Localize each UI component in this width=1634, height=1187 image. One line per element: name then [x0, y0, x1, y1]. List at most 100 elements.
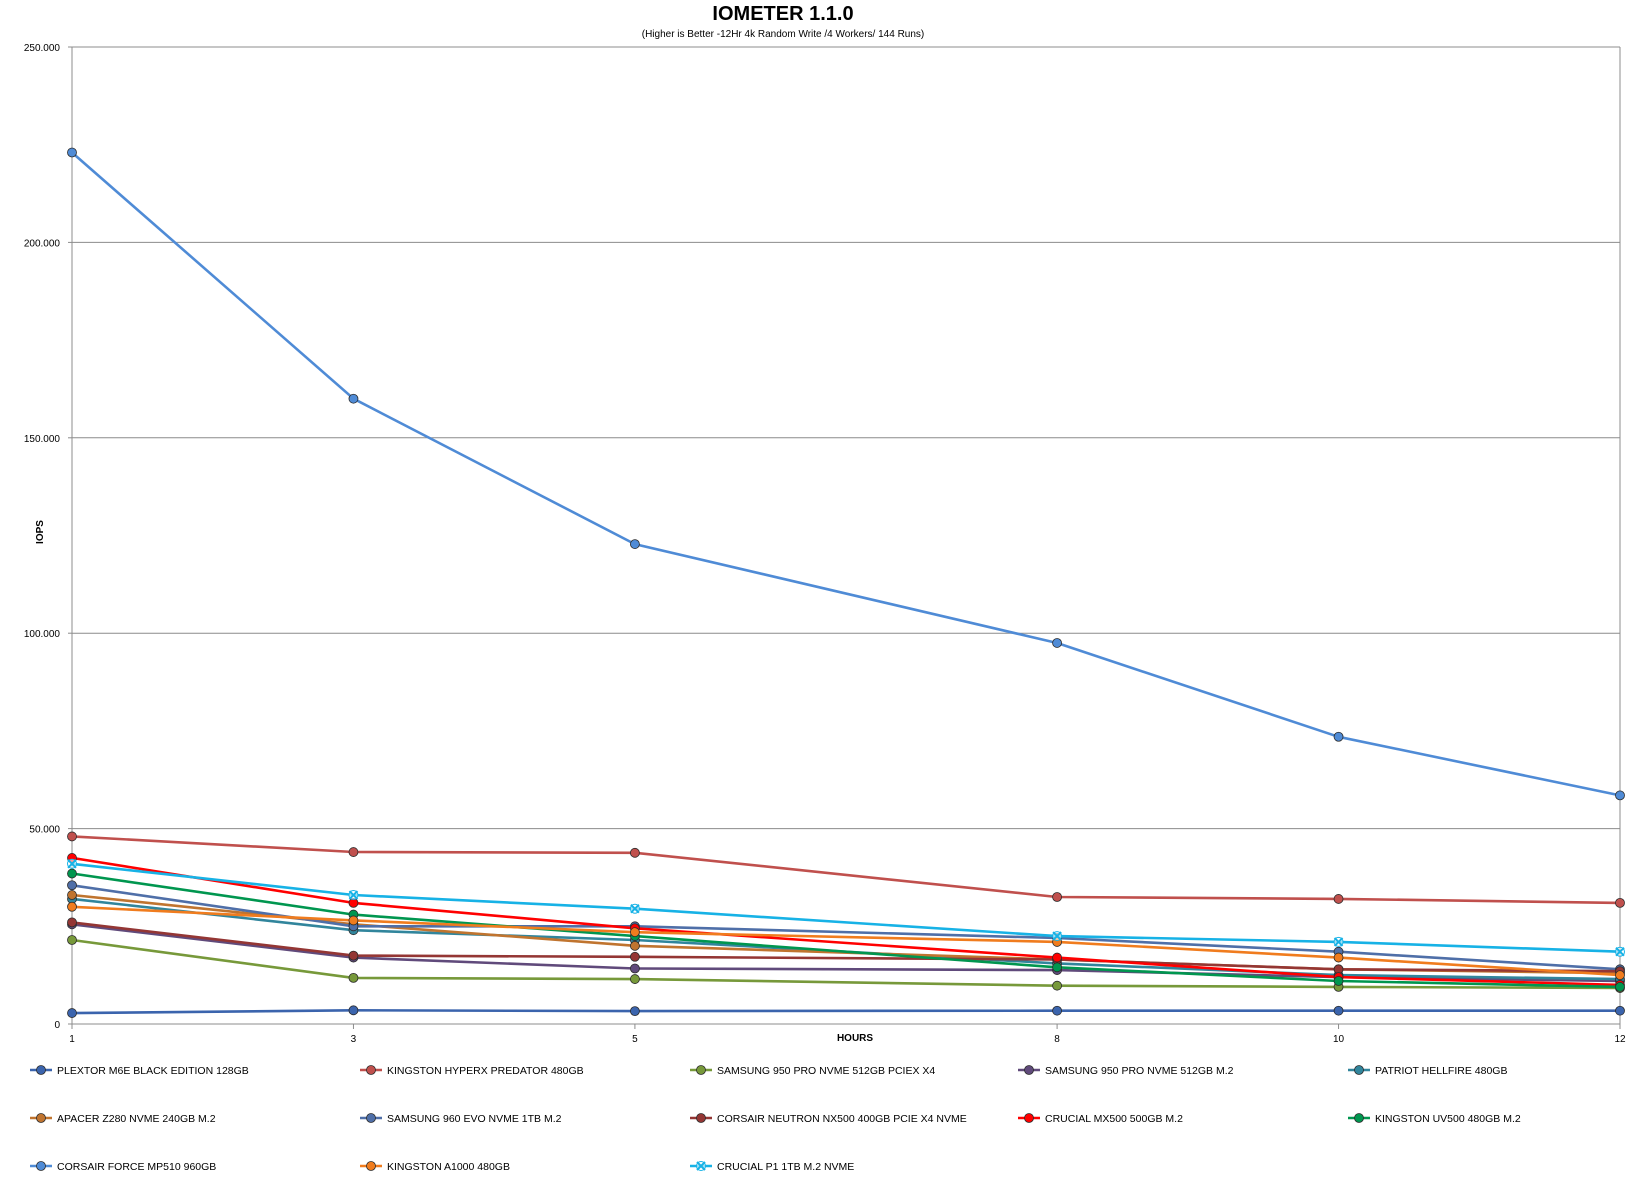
series-line — [71, 905, 1621, 977]
x-tick-labels: 1 3 5 8 10 12 — [69, 1034, 1626, 1045]
data-point — [1333, 1005, 1344, 1016]
y-tick-label: 250.000 — [24, 43, 61, 54]
y-axis-title: IOPS — [35, 520, 46, 544]
x-tick-label: 3 — [351, 1034, 357, 1045]
series-line — [71, 856, 1621, 987]
data-point — [1333, 731, 1344, 742]
legend: PLEXTOR M6E BLACK EDITION 128GB KINGSTON … — [30, 1065, 1521, 1173]
x-axis-title: HOURS — [837, 1033, 873, 1044]
data-point — [1052, 980, 1062, 991]
data-point — [1615, 790, 1625, 801]
legend-item: CRUCIAL MX500 500GB M.2 — [1018, 1113, 1183, 1125]
legend-label: KINGSTON A1000 480GB — [387, 1161, 510, 1173]
series-line — [71, 921, 1621, 973]
data-point — [1052, 962, 1062, 973]
legend-item: PLEXTOR M6E BLACK EDITION 128GB — [30, 1065, 249, 1077]
data-point — [67, 880, 77, 891]
data-point — [1615, 970, 1625, 981]
series-line — [71, 897, 1621, 981]
data-point — [348, 972, 359, 983]
legend-swatch-marker — [696, 1113, 706, 1123]
legend-label: SAMSUNG 950 PRO NVME 512GB M.2 — [1045, 1065, 1234, 1077]
data-point — [630, 951, 640, 962]
legend-swatch-marker — [696, 1065, 706, 1075]
x-tick-label: 1 — [69, 1034, 75, 1045]
legend-label: APACER Z280 NVME 240GB M.2 — [57, 1113, 216, 1125]
legend-item: KINGSTON A1000 480GB — [360, 1161, 510, 1173]
legend-swatch-marker — [36, 1113, 46, 1123]
data-point — [67, 901, 77, 912]
series-1 — [67, 1005, 1625, 1018]
legend-label: KINGSTON HYPERX PREDATOR 480GB — [387, 1065, 584, 1077]
legend-swatch-marker — [366, 1113, 376, 1123]
axes — [68, 46, 1621, 1029]
legend-swatch-marker — [36, 1065, 46, 1075]
x-tick-label: 10 — [1333, 1034, 1345, 1045]
data-point — [67, 1008, 77, 1018]
data-point — [1333, 976, 1344, 986]
legend-label: CRUCIAL P1 1TB M.2 NVME — [717, 1161, 854, 1173]
data-point — [348, 847, 359, 857]
data-point — [67, 147, 77, 158]
series-13 — [67, 858, 1625, 957]
chart-subtitle: (Higher is Better -12Hr 4k Random Write … — [642, 29, 925, 40]
data-point — [1615, 946, 1625, 957]
legend-swatch-marker — [366, 1065, 376, 1075]
legend-label: SAMSUNG 950 PRO NVME 512GB PCIEX X4 — [717, 1065, 935, 1077]
x-tick-label: 12 — [1614, 1034, 1626, 1045]
data-point — [1333, 952, 1344, 963]
data-point — [1333, 894, 1344, 904]
legend-item: PATRIOT HELLFIRE 480GB — [1348, 1065, 1507, 1077]
data-point — [67, 890, 77, 900]
series-2 — [67, 831, 1625, 908]
legend-label: PLEXTOR M6E BLACK EDITION 128GB — [57, 1065, 249, 1077]
series-line — [71, 938, 1621, 990]
data-point — [630, 940, 640, 951]
gridlines — [72, 46, 1621, 1024]
data-point — [348, 950, 359, 961]
legend-item: KINGSTON HYPERX PREDATOR 480GB — [360, 1065, 584, 1077]
legend-swatch-marker — [1354, 1113, 1364, 1123]
data-point — [630, 963, 640, 974]
data-point — [67, 917, 77, 928]
legend-swatch-marker — [1354, 1065, 1364, 1075]
data-point — [630, 847, 640, 858]
y-tick-label: 50.000 — [29, 825, 60, 836]
y-tick-label: 150.000 — [24, 434, 61, 445]
data-point — [67, 935, 77, 945]
data-point — [630, 974, 640, 984]
data-point — [67, 831, 77, 842]
data-point — [1052, 931, 1063, 942]
series-line — [71, 1009, 1620, 1015]
y-tick-label: 100.000 — [24, 629, 61, 640]
legend-label: PATRIOT HELLFIRE 480GB — [1375, 1065, 1507, 1077]
data-point — [630, 927, 640, 938]
data-point — [348, 1005, 359, 1016]
data-point — [1052, 638, 1062, 648]
data-point — [1052, 952, 1062, 963]
legend-label: SAMSUNG 960 EVO NVME 1TB M.2 — [387, 1113, 562, 1125]
data-point — [1615, 981, 1625, 992]
series-lines — [67, 147, 1625, 1018]
legend-item: KINGSTON UV500 480GB M.2 — [1348, 1113, 1521, 1125]
data-point — [67, 868, 77, 879]
series-line — [71, 872, 1621, 989]
legend-label: CRUCIAL MX500 500GB M.2 — [1045, 1113, 1183, 1125]
data-point — [629, 903, 640, 914]
series-11 — [67, 147, 1625, 801]
data-point — [1615, 1005, 1625, 1016]
legend-swatch-marker — [366, 1161, 376, 1171]
data-point — [348, 890, 359, 901]
series-8 — [67, 917, 1625, 977]
data-point — [1052, 1005, 1062, 1016]
chart-title: IOMETER 1.1.0 — [712, 3, 853, 25]
series-line — [71, 862, 1621, 953]
y-tick-label: 200.000 — [24, 238, 61, 249]
y-tick-label: 0 — [54, 1020, 60, 1031]
legend-swatch-marker — [1024, 1113, 1034, 1123]
legend-item: SAMSUNG 950 PRO NVME 512GB PCIEX X4 — [690, 1065, 935, 1077]
series-12 — [67, 901, 1625, 981]
legend-label: KINGSTON UV500 480GB M.2 — [1375, 1113, 1521, 1125]
data-point — [348, 393, 359, 404]
